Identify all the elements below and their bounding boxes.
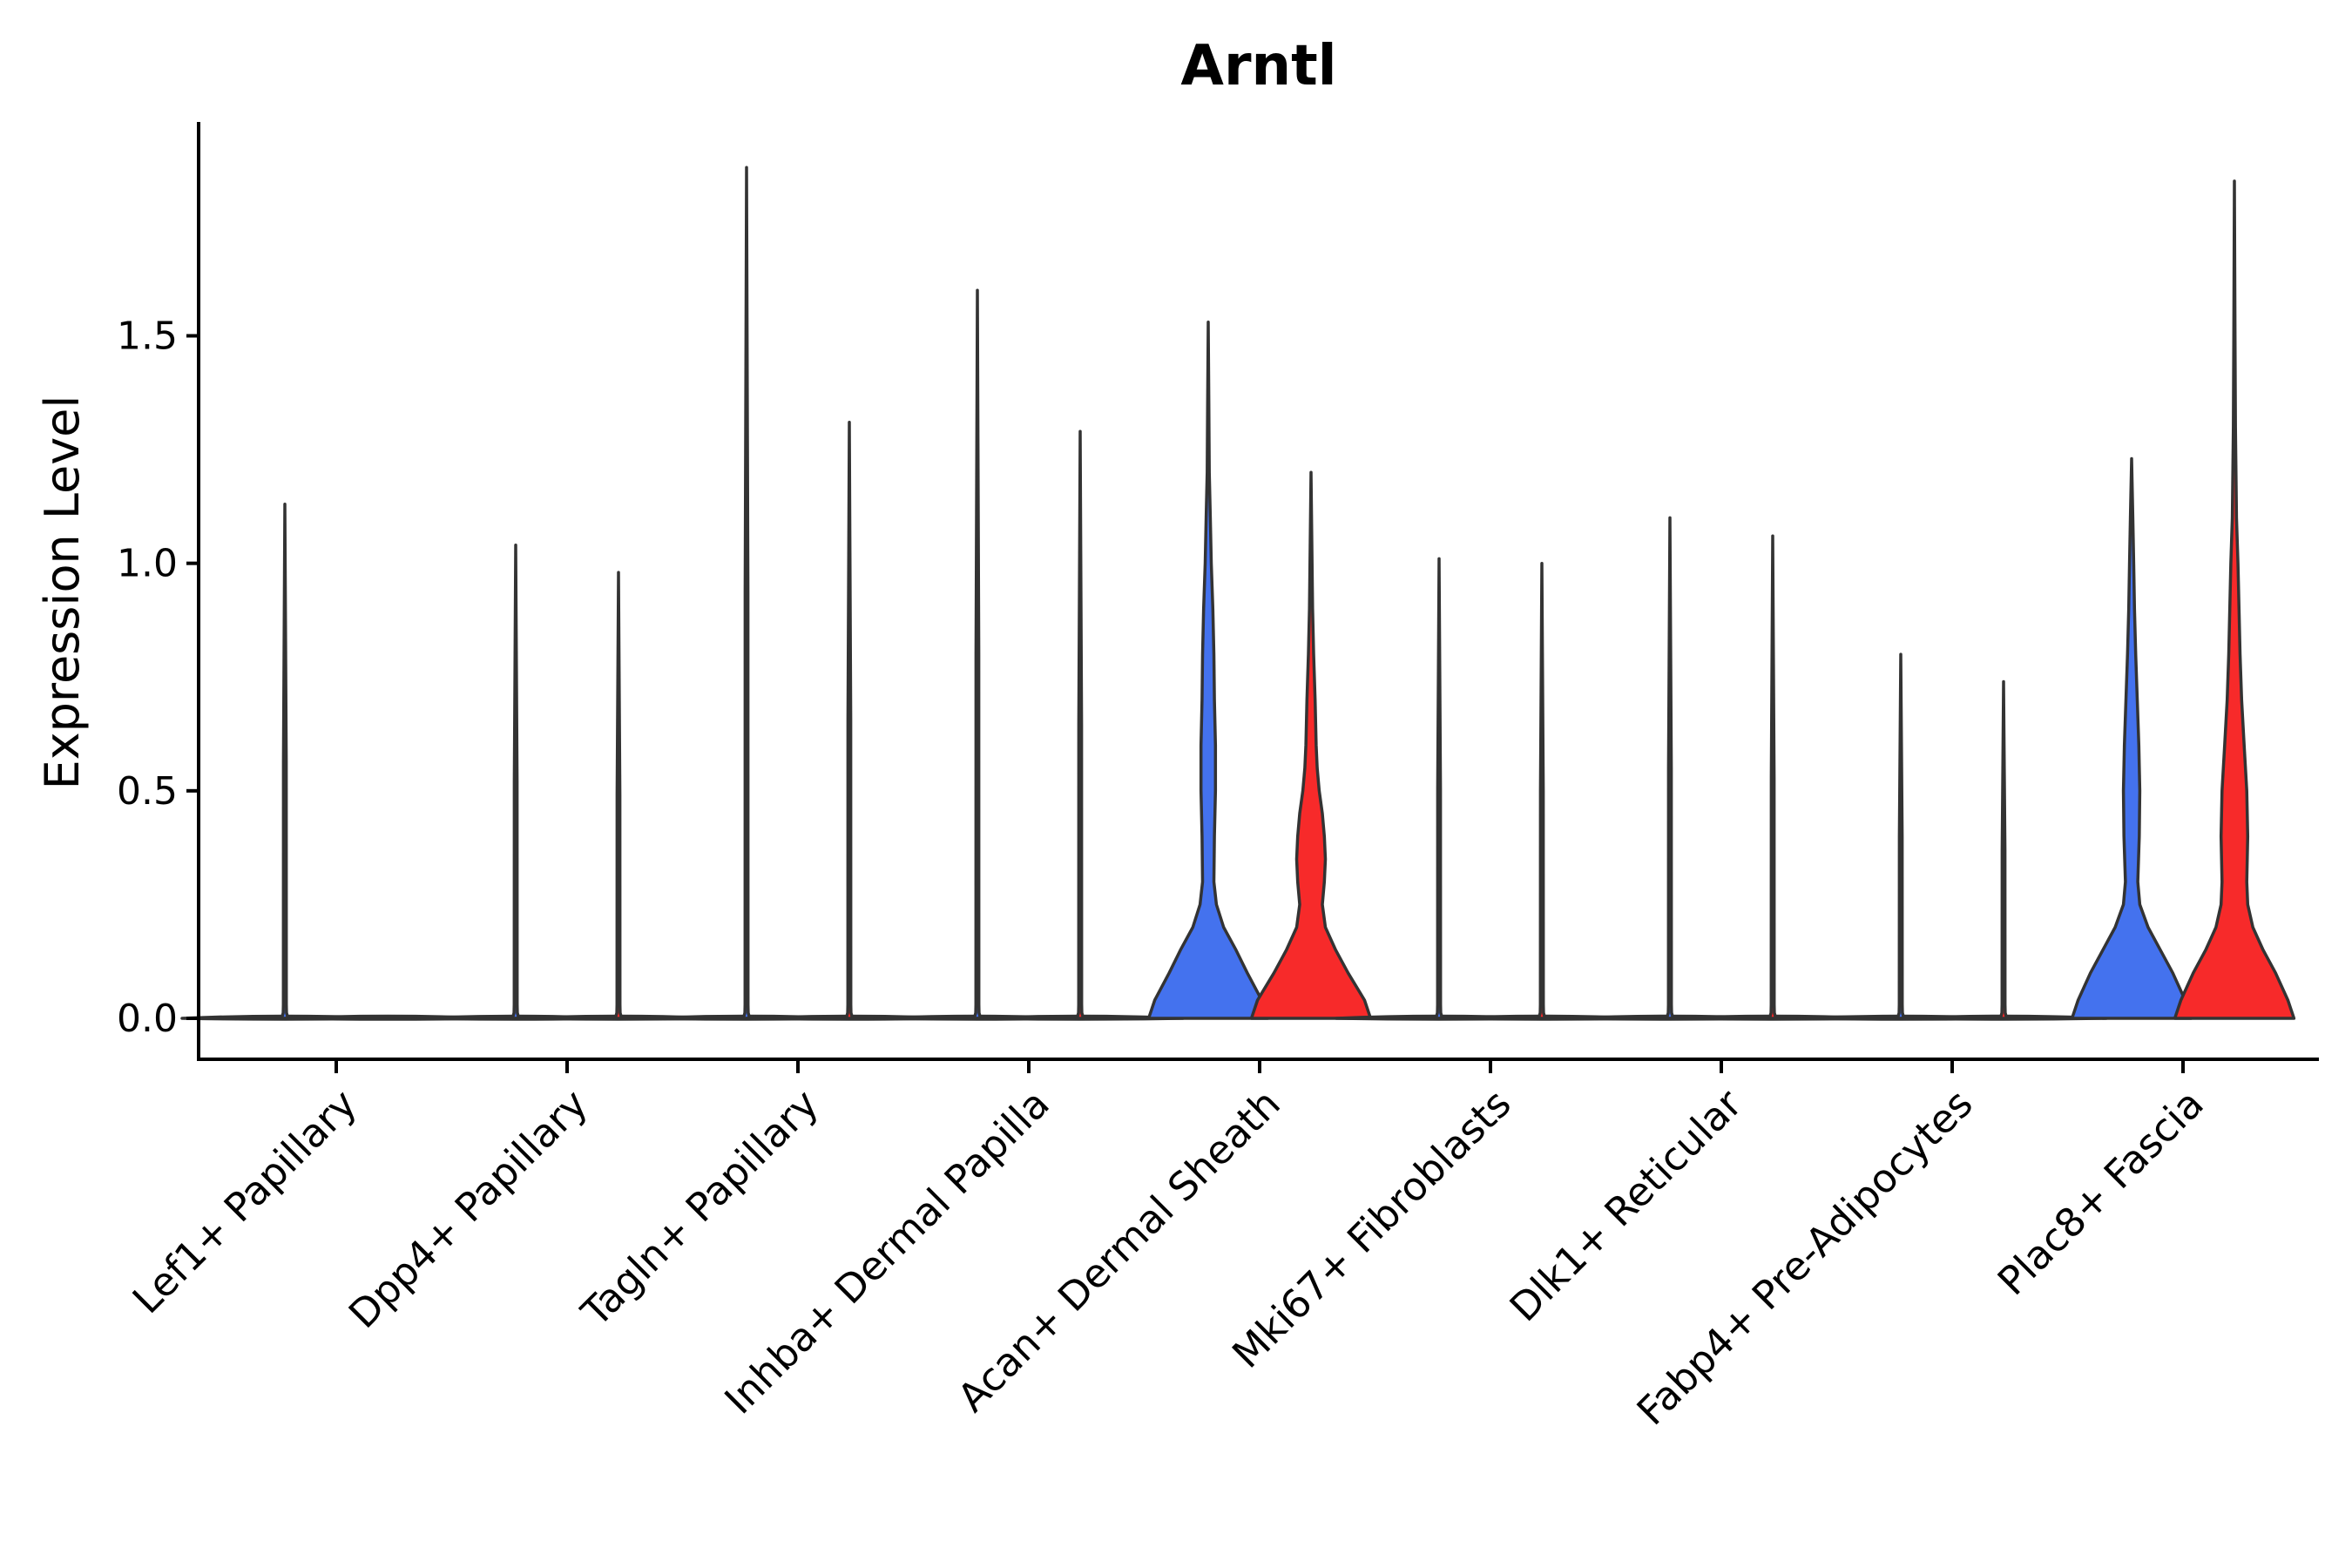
violin-group1-tail (1434, 557, 1444, 1020)
violin-group1 (1146, 321, 1270, 1020)
x-tick-label: Dpp4+ Papillary (340, 1080, 597, 1337)
violin-group1-tail (972, 288, 983, 1020)
y-tick-label: 1.5 (117, 314, 178, 358)
x-tick-label: Plac8+ Fascia (1989, 1080, 2213, 1304)
violins-layer (180, 166, 2296, 1021)
violin-group1-tail (741, 166, 752, 1020)
y-tick-label: 0.0 (117, 997, 178, 1041)
y-ticks: 0.0 0.5 1.0 1.5 (117, 314, 199, 1041)
violin-group1 (2070, 456, 2193, 1020)
violin-group1-tail (1896, 652, 1906, 1020)
violin-group1-tail (280, 503, 290, 1020)
violin-group2-tail (1998, 679, 2009, 1020)
x-tick-label: Dlk1+ Reticular (1501, 1080, 1751, 1330)
violin-group2-tail (1075, 429, 1085, 1020)
violin-group2-tail (844, 420, 855, 1020)
violin-group1-tail (1665, 516, 1675, 1020)
x-tick-label: Tagln+ Papillary (572, 1080, 828, 1335)
chart-title: Arntl (1180, 34, 1336, 98)
violin-group1-tail (510, 544, 521, 1020)
violin-group2 (1249, 470, 1373, 1020)
violin-group2-tail (1537, 561, 1547, 1020)
y-axis-label: Expression Level (35, 395, 90, 790)
violin-group2 (2173, 179, 2296, 1020)
violin-group2-tail (1767, 534, 1778, 1020)
y-tick-label: 0.5 (117, 769, 178, 814)
violin-group2-tail (613, 571, 624, 1020)
y-tick-label: 1.0 (117, 542, 178, 586)
axes (197, 122, 2319, 1061)
x-tick-label: Lef1+ Papillary (124, 1080, 366, 1322)
